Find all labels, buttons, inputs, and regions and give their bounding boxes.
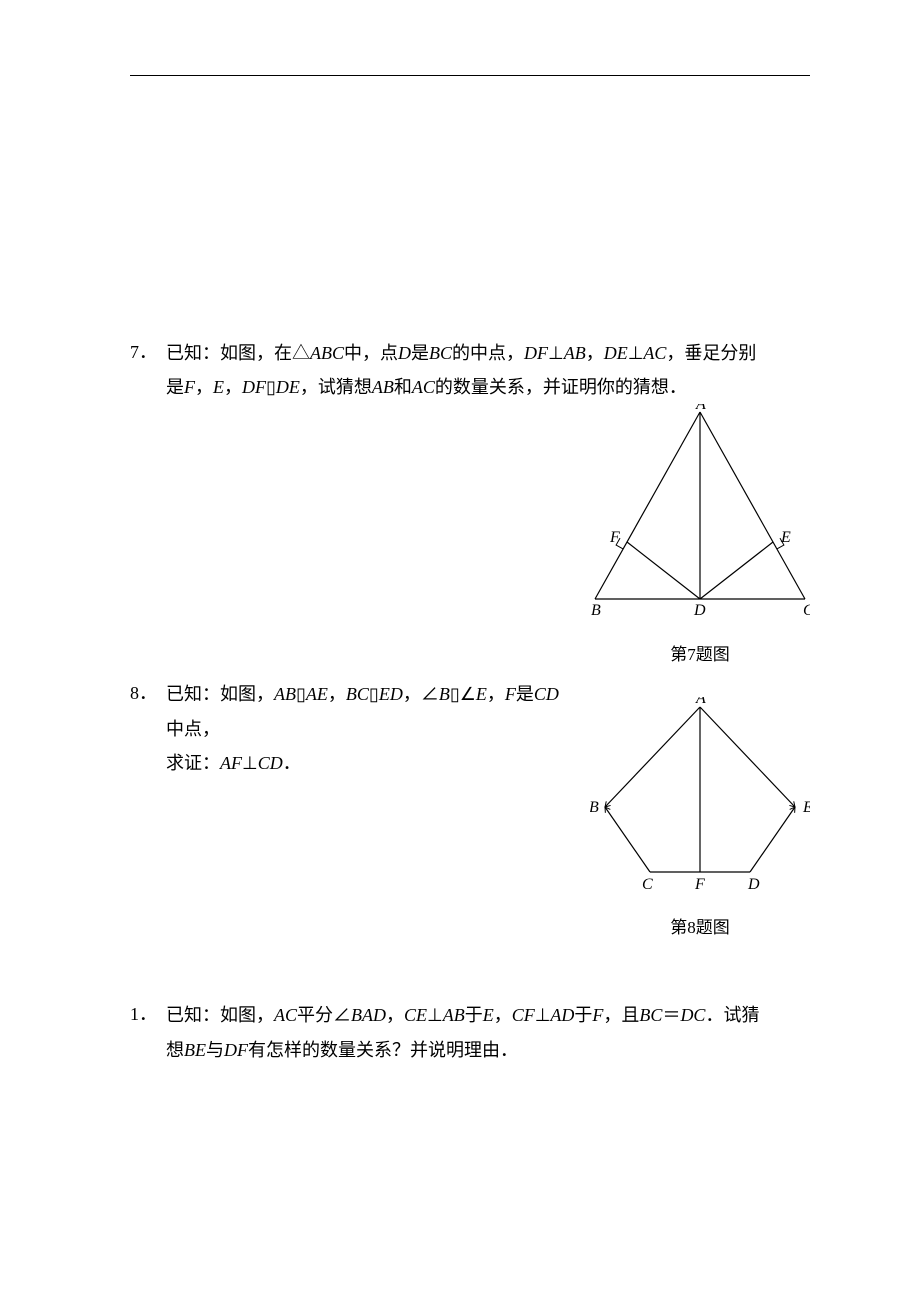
svg-text:C: C bbox=[642, 876, 653, 893]
figure-caption: 第8题图 bbox=[590, 913, 810, 938]
svg-text:F: F bbox=[694, 876, 705, 893]
svg-text:B: B bbox=[591, 602, 601, 619]
problem-line: 已知：如图，AC平分∠BAD，CE⊥AB于E，CF⊥AD于F，且BC＝DC．试猜 bbox=[166, 1005, 759, 1025]
page: 7． 已知：如图，在△ABC中，点D是BC的中点，DF⊥AB，DE⊥AC，垂足分… bbox=[0, 0, 920, 1302]
top-rule bbox=[130, 75, 810, 76]
problem-text: 已知：如图，在△ABC中，点D是BC的中点，DF⊥AB，DE⊥AC，垂足分别 是… bbox=[166, 336, 756, 404]
svg-text:D: D bbox=[747, 876, 760, 893]
problem-number: 1． bbox=[130, 998, 166, 1030]
problem-7: 7． 已知：如图，在△ABC中，点D是BC的中点，DF⊥AB，DE⊥AC，垂足分… bbox=[130, 336, 810, 665]
problem-line: 已知：如图，在△ABC中，点D是BC的中点，DF⊥AB，DE⊥AC，垂足分别 bbox=[166, 343, 756, 363]
figure-8-svg: A B E C D F bbox=[590, 697, 810, 902]
problem-number: 8． bbox=[130, 677, 166, 709]
figure-caption: 第7题图 bbox=[590, 640, 810, 665]
figure-7: A B C D F E 第7题图 bbox=[590, 404, 810, 665]
svg-text:A: A bbox=[695, 697, 706, 707]
problem-text: 已知：如图，AB▯AE，BC▯ED，∠B▯∠E，F是CD中点， 求证：AF⊥CD… bbox=[166, 677, 570, 780]
problem-8: 8． 已知：如图，AB▯AE，BC▯ED，∠B▯∠E，F是CD中点， 求证：AF… bbox=[130, 677, 810, 938]
problem-line: 求证：AF⊥CD． bbox=[166, 753, 301, 773]
problem-number: 7． bbox=[130, 336, 166, 368]
svg-text:B: B bbox=[590, 799, 599, 816]
figure-8: A B E C D F 第8题图 bbox=[590, 697, 810, 938]
problem-1: 1． 已知：如图，AC平分∠BAD，CE⊥AB于E，CF⊥AD于F，且BC＝DC… bbox=[130, 998, 810, 1066]
problem-text: 已知：如图，AC平分∠BAD，CE⊥AB于E，CF⊥AD于F，且BC＝DC．试猜… bbox=[166, 998, 759, 1066]
svg-text:C: C bbox=[803, 602, 810, 619]
svg-text:F: F bbox=[609, 529, 620, 546]
svg-text:D: D bbox=[693, 602, 706, 619]
figure-7-svg: A B C D F E bbox=[590, 404, 810, 629]
svg-text:A: A bbox=[695, 404, 706, 413]
problem-line: 想BE与DF有怎样的数量关系？并说明理由． bbox=[166, 1040, 518, 1060]
problem-line: 是F，E，DF▯DE，试猜想AB和AC的数量关系，并证明你的猜想． bbox=[166, 377, 687, 397]
svg-text:E: E bbox=[802, 799, 810, 816]
svg-text:E: E bbox=[780, 529, 791, 546]
problem-line: 已知：如图，AB▯AE，BC▯ED，∠B▯∠E，F是CD中点， bbox=[166, 684, 559, 738]
